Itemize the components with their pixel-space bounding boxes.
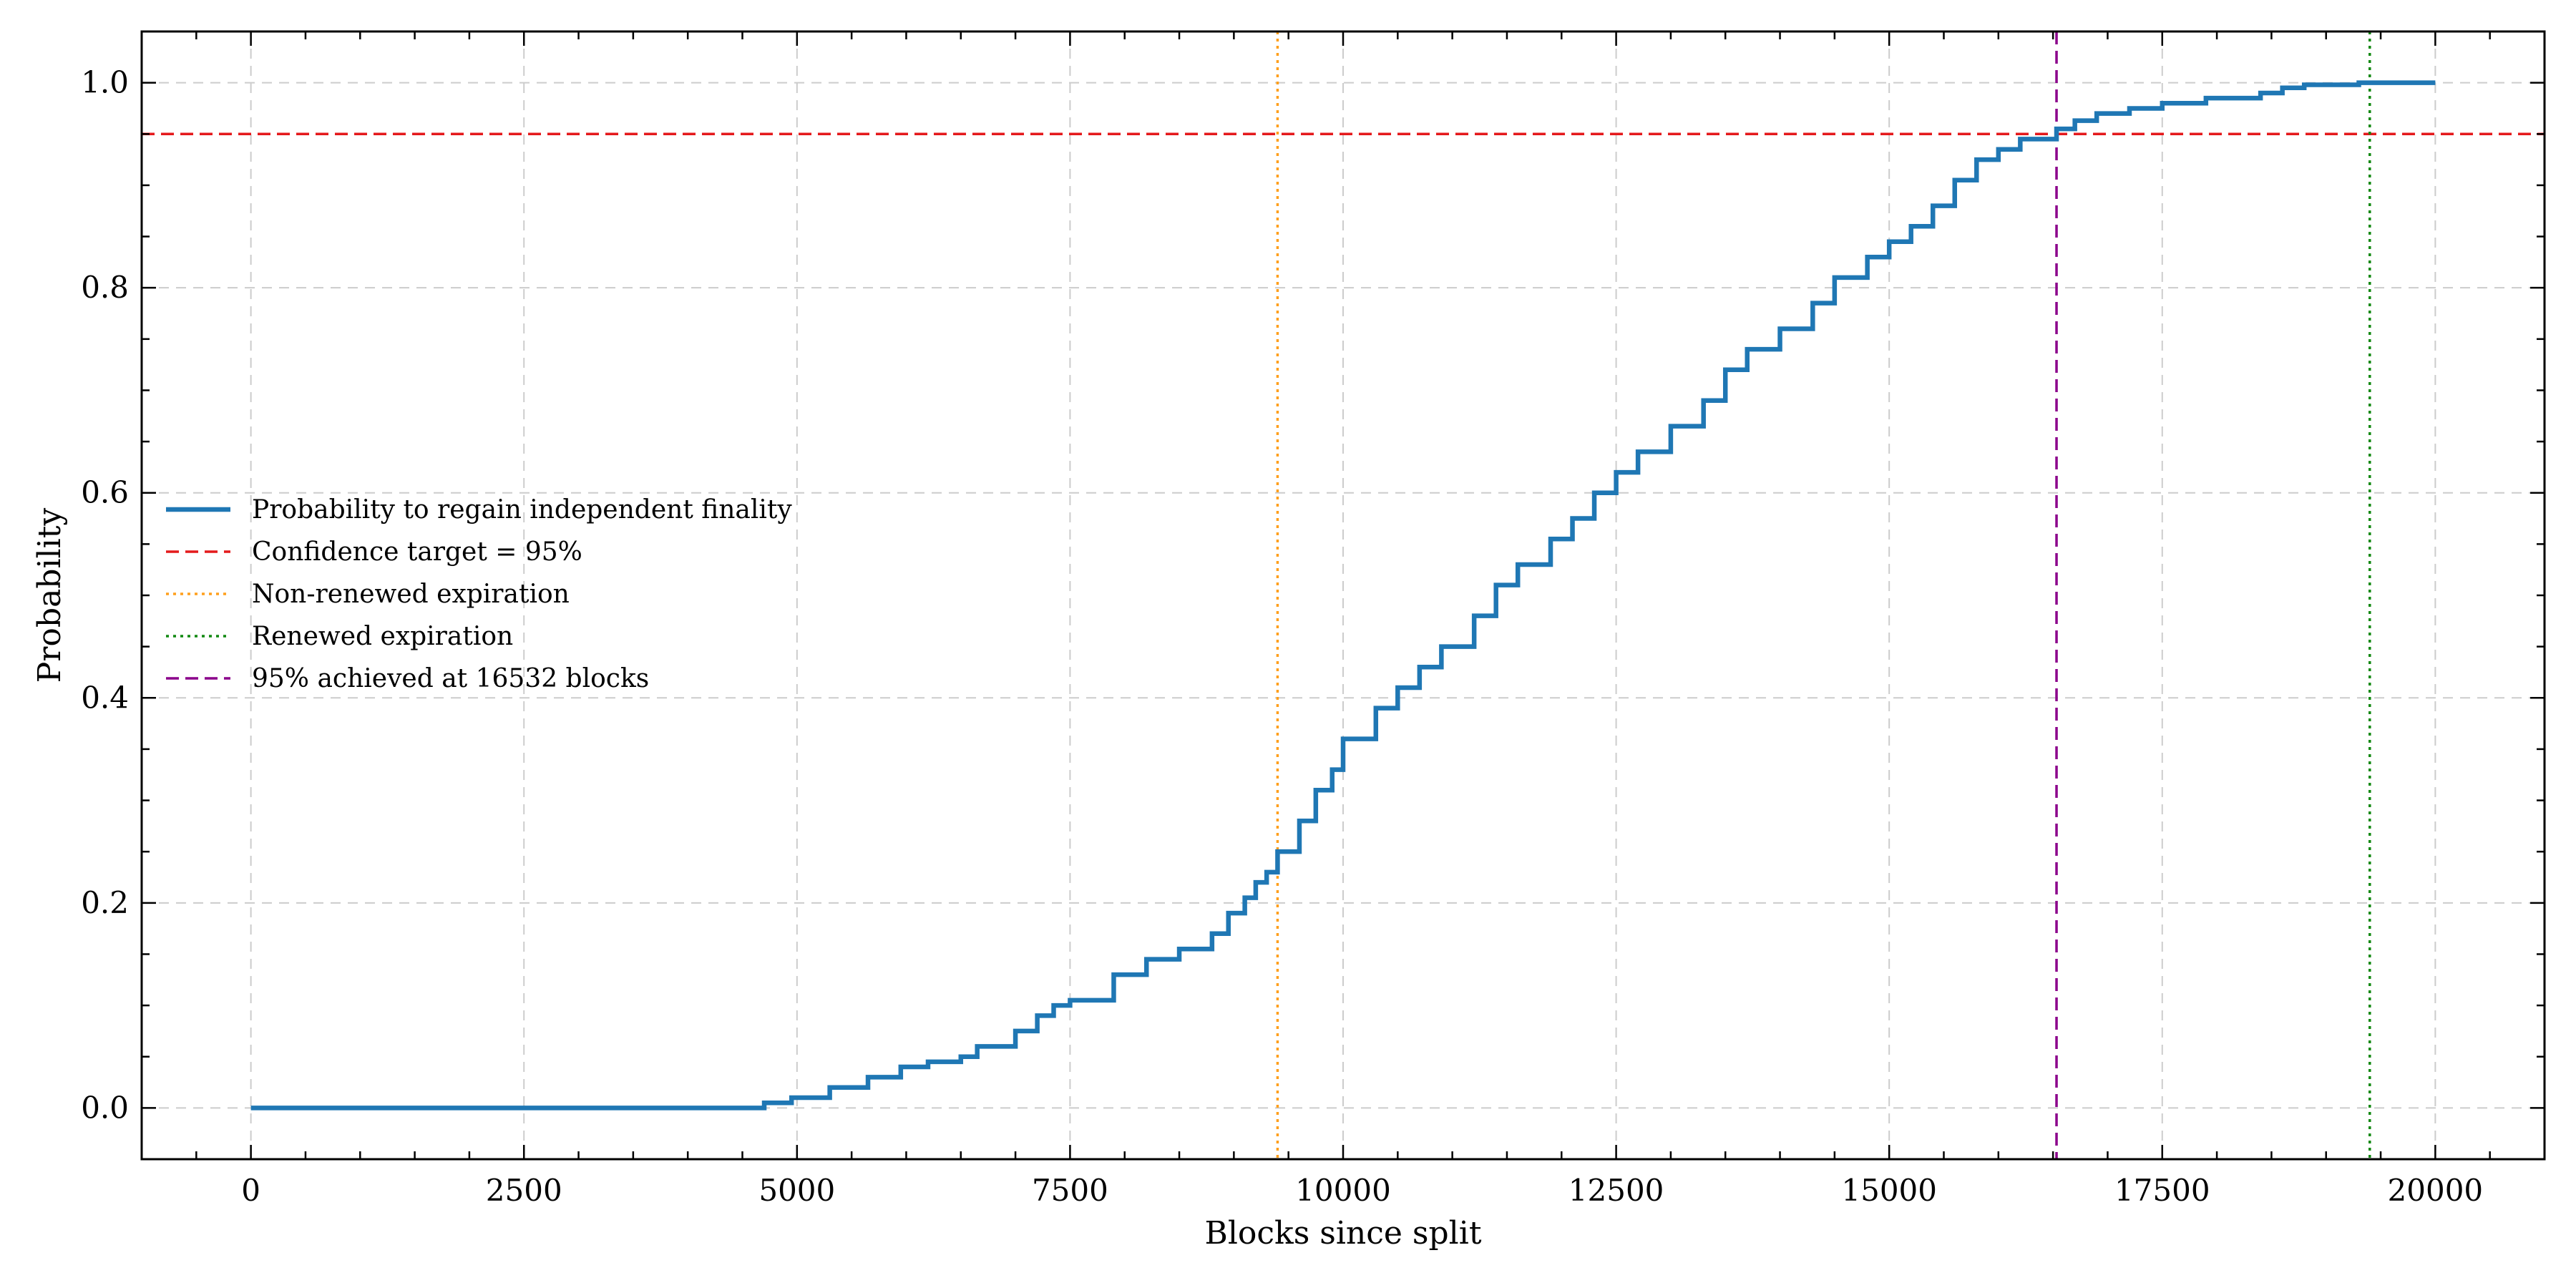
legend-label-non-renewed: Non-renewed expiration xyxy=(252,580,570,609)
x-tick-label-3: 7500 xyxy=(1032,1173,1108,1208)
legend-label-renewed: Renewed expiration xyxy=(252,622,513,651)
legend: Probability to regain independent finali… xyxy=(166,495,792,693)
legend-label-series: Probability to regain independent finali… xyxy=(252,495,792,525)
legend-item-non-renewed: Non-renewed expiration xyxy=(166,580,570,609)
series-layer xyxy=(250,80,2436,1111)
legend-item-series: Probability to regain independent finali… xyxy=(166,495,792,525)
y-tick-label-3: 0.6 xyxy=(81,475,129,510)
x-tick-label-6: 15000 xyxy=(1841,1173,1937,1208)
x-tick-label-0: 0 xyxy=(241,1173,260,1208)
y-axis-label: Probability xyxy=(31,508,68,683)
legend-item-renewed: Renewed expiration xyxy=(166,622,513,651)
legend-item-confidence-target: Confidence target = 95% xyxy=(166,537,582,567)
x-tick-label-1: 2500 xyxy=(486,1173,562,1208)
x-tick-label-5: 12500 xyxy=(1568,1173,1664,1208)
x-tick-label-7: 17500 xyxy=(2114,1173,2210,1208)
x-tick-label-2: 5000 xyxy=(758,1173,835,1208)
reference-lines xyxy=(142,31,2545,1159)
x-tick-label-8: 20000 xyxy=(2388,1173,2484,1208)
legend-label-confidence-target: Confidence target = 95% xyxy=(252,537,582,567)
series-line-0 xyxy=(250,80,2436,1111)
axis-ticks xyxy=(142,31,2545,1159)
y-tick-label-5: 1.0 xyxy=(81,65,129,100)
x-tick-label-4: 10000 xyxy=(1295,1173,1391,1208)
y-tick-labels: 0.0 0.2 0.4 0.6 0.8 1.0 xyxy=(81,65,129,1126)
legend-item-achieved: 95% achieved at 16532 blocks xyxy=(166,664,649,693)
legend-label-achieved: 95% achieved at 16532 blocks xyxy=(252,664,649,693)
y-tick-label-2: 0.4 xyxy=(81,680,129,715)
x-tick-labels: 0 2500 5000 7500 10000 12500 15000 17500 20000 xyxy=(241,1173,2483,1208)
y-tick-label-4: 0.8 xyxy=(81,270,129,305)
y-tick-label-0: 0.0 xyxy=(81,1090,129,1125)
x-axis-label: Blocks since split xyxy=(1205,1215,1482,1252)
y-tick-label-1: 0.2 xyxy=(81,885,129,920)
